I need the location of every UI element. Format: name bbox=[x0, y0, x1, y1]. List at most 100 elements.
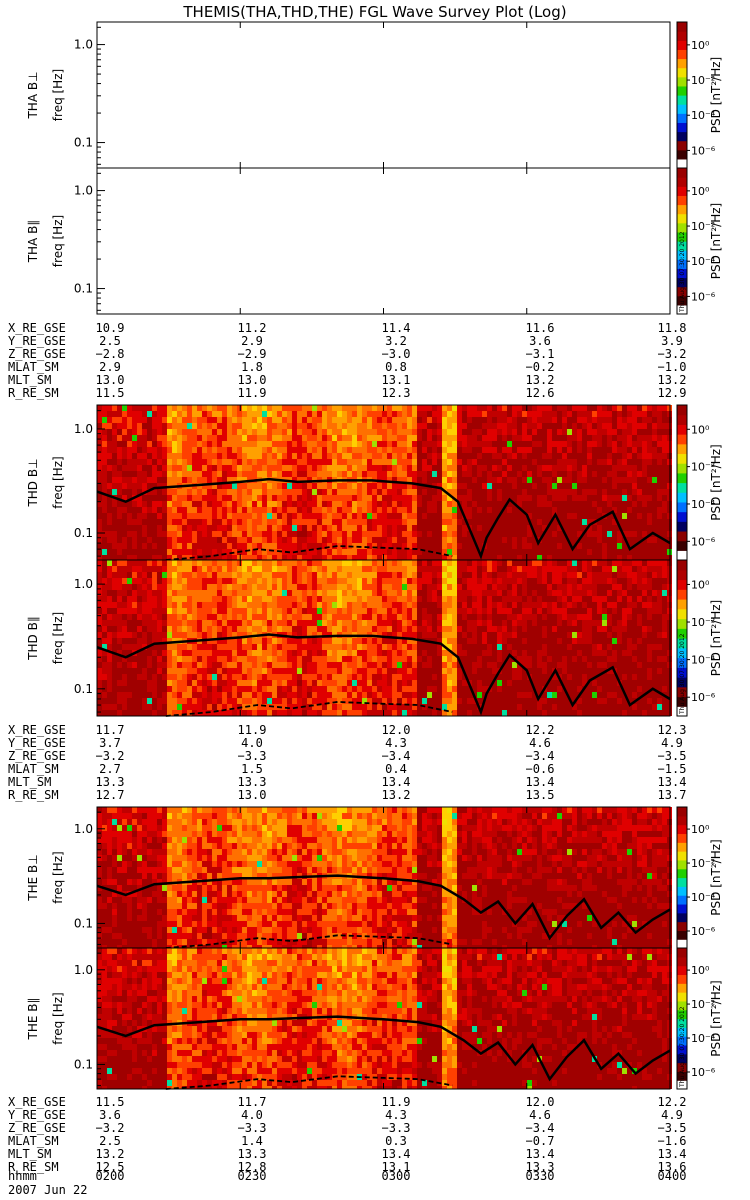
spectrogram-cell bbox=[232, 590, 237, 596]
spectrogram-cell bbox=[377, 566, 382, 572]
spectrogram-cell bbox=[407, 626, 412, 632]
spectrogram-cell bbox=[147, 674, 152, 680]
spectrogram-cell bbox=[172, 495, 177, 501]
spectrogram-cell bbox=[112, 572, 117, 578]
spectrogram-cell bbox=[342, 411, 347, 417]
spectrogram-cell bbox=[347, 656, 352, 662]
spectrogram-cell bbox=[147, 680, 152, 686]
spectrogram-cell bbox=[287, 465, 292, 471]
spectrogram-cell bbox=[237, 632, 242, 638]
spectrogram-cell bbox=[592, 489, 597, 495]
spectrogram-cell bbox=[162, 513, 167, 519]
spectrogram-cell bbox=[542, 441, 547, 447]
spectrogram-cell bbox=[252, 531, 257, 537]
spectrogram-cell bbox=[232, 710, 237, 716]
spectrogram-cell bbox=[582, 519, 587, 525]
spectrogram-cell bbox=[187, 560, 192, 566]
spectrogram-cell bbox=[432, 692, 437, 698]
spectrogram-cell bbox=[177, 626, 182, 632]
spectrogram-cell bbox=[267, 626, 272, 632]
spectrogram-cell bbox=[482, 417, 487, 423]
spectrogram-cell bbox=[332, 411, 337, 417]
spectrogram-cell bbox=[257, 549, 262, 555]
spectrogram-cell bbox=[552, 429, 557, 435]
spectrogram-cell bbox=[292, 656, 297, 662]
spectrogram-cell bbox=[347, 692, 352, 698]
spectrogram-cell bbox=[117, 662, 122, 668]
spectrogram-cell bbox=[222, 674, 227, 680]
spectrogram-cell bbox=[452, 537, 457, 543]
spectrogram-cell bbox=[142, 549, 147, 555]
spectrogram-cell bbox=[417, 590, 422, 596]
spectrogram-cell bbox=[377, 441, 382, 447]
spectrogram-cell bbox=[467, 471, 472, 477]
spectrogram-cell bbox=[282, 638, 287, 644]
spectrogram-cell bbox=[207, 662, 212, 668]
spectrogram-cell bbox=[407, 549, 412, 555]
spectrogram-cell bbox=[172, 453, 177, 459]
spectrogram-cell bbox=[272, 465, 277, 471]
spectrogram-cell bbox=[172, 405, 177, 411]
spectrogram-cell bbox=[637, 471, 642, 477]
spectrogram-cell bbox=[407, 614, 412, 620]
spectrogram-cell bbox=[557, 441, 562, 447]
spectrogram-cell bbox=[212, 620, 217, 626]
spectrogram-cell bbox=[537, 477, 542, 483]
spectrogram-cell bbox=[417, 686, 422, 692]
spectrogram-cell bbox=[342, 674, 347, 680]
spectrogram-cell bbox=[152, 411, 157, 417]
spectrogram-cell bbox=[342, 602, 347, 608]
spectrogram-cell bbox=[277, 417, 282, 423]
spectrogram-cell bbox=[377, 650, 382, 656]
spectrogram-cell bbox=[397, 686, 402, 692]
spectrogram-cell bbox=[247, 549, 252, 555]
spectrogram-cell bbox=[407, 572, 412, 578]
spectrogram-cell bbox=[462, 495, 467, 501]
spectrogram-cell bbox=[467, 519, 472, 525]
spectrogram-cell bbox=[377, 584, 382, 590]
colorbar-tick-label: 10⁻⁴ bbox=[691, 498, 716, 511]
spectrogram-cell bbox=[267, 668, 272, 674]
spectrogram-cell bbox=[152, 447, 157, 453]
spectrogram-cell bbox=[252, 602, 257, 608]
spectrogram-cell bbox=[557, 543, 562, 549]
spectrogram-cell bbox=[387, 483, 392, 489]
spectrogram-cell bbox=[392, 513, 397, 519]
spectrogram-cell bbox=[127, 566, 132, 572]
spectrogram-cell bbox=[387, 584, 392, 590]
spectrogram-cell bbox=[382, 501, 387, 507]
spectrogram-cell bbox=[257, 459, 262, 465]
spectrogram-cell bbox=[207, 483, 212, 489]
spectrogram-cell bbox=[477, 507, 482, 513]
spectrogram-cell bbox=[657, 501, 662, 507]
colorbar-segment bbox=[677, 286, 687, 297]
spectrogram-cell bbox=[132, 560, 137, 566]
spectrogram-cell bbox=[347, 405, 352, 411]
spectrogram-cell bbox=[467, 453, 472, 459]
spectrogram-cell bbox=[352, 644, 357, 650]
spectrogram-cell bbox=[472, 477, 477, 483]
spectrogram-cell bbox=[307, 531, 312, 537]
spectrogram-cell bbox=[212, 662, 217, 668]
spectrogram-cell bbox=[487, 525, 492, 531]
spectrogram-cell bbox=[437, 471, 442, 477]
spectrogram-cell bbox=[332, 555, 337, 560]
spectrogram-cell bbox=[117, 489, 122, 495]
spectrogram-cell bbox=[262, 686, 267, 692]
spectrogram-cell bbox=[542, 519, 547, 525]
spectrogram-cell bbox=[612, 525, 617, 531]
spectrogram-cell bbox=[427, 423, 432, 429]
spectrogram-cell bbox=[372, 602, 377, 608]
spectrogram-cell bbox=[262, 710, 267, 716]
spectrogram-cell bbox=[402, 560, 407, 566]
spectrogram-cell bbox=[627, 429, 632, 435]
spectrogram-cell bbox=[287, 644, 292, 650]
spectrogram-cell bbox=[337, 405, 342, 411]
spectrogram-cell bbox=[227, 698, 232, 704]
spectrogram-cell bbox=[517, 417, 522, 423]
spectrogram-cell bbox=[252, 519, 257, 525]
spectrogram-cell bbox=[237, 698, 242, 704]
spectrogram-cell bbox=[197, 423, 202, 429]
spectrogram-cell bbox=[357, 584, 362, 590]
spectrogram-cell bbox=[407, 680, 412, 686]
